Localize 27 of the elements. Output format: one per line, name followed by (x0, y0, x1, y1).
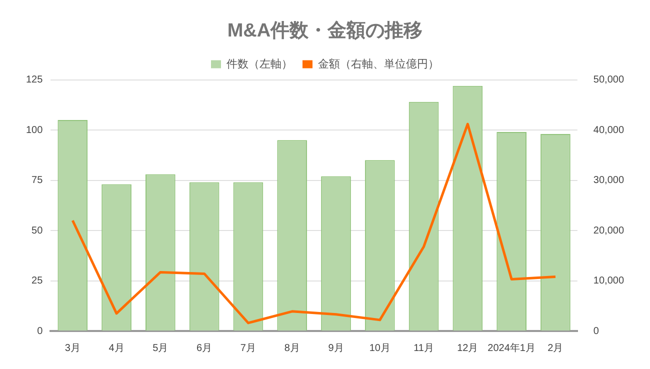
y2-tick-label: 10,000 (593, 276, 624, 287)
y2-tick-label: 30,000 (593, 175, 624, 186)
y2-tick-label: 0 (593, 326, 600, 337)
x-tick-label: 4月 (108, 342, 124, 354)
x-tick-label: 2024年1月 (488, 342, 536, 354)
x-tick-label: 7月 (240, 342, 256, 354)
x-tick-label: 10月 (369, 342, 390, 354)
x-tick-label: 2月 (548, 342, 564, 354)
y2-tick-label: 20,000 (593, 225, 624, 236)
x-tick-label: 12月 (457, 342, 478, 354)
legend-label: 金額（右軸、単位億円） (318, 57, 439, 70)
x-tick-label: 3月 (64, 342, 80, 354)
y-tick-label: 0 (37, 326, 44, 337)
y-tick-label: 75 (32, 175, 44, 186)
x-tick-label: 9月 (328, 342, 344, 354)
chart-title: M&A件数・金額の推移 (227, 20, 423, 42)
y-tick-label: 25 (32, 276, 44, 287)
x-tick-label: 11月 (414, 342, 434, 354)
y-tick-label: 125 (26, 74, 44, 86)
y2-tick-label: 50,000 (593, 74, 624, 86)
y2-tick-label: 40,000 (593, 124, 624, 136)
y-tick-label: 50 (32, 225, 44, 236)
x-tick-label: 6月 (196, 342, 212, 354)
y-tick-label: 100 (26, 124, 44, 136)
legend-label: 件数（左軸） (226, 57, 292, 70)
x-tick-label: 8月 (284, 342, 300, 354)
x-tick-label: 5月 (152, 342, 168, 354)
